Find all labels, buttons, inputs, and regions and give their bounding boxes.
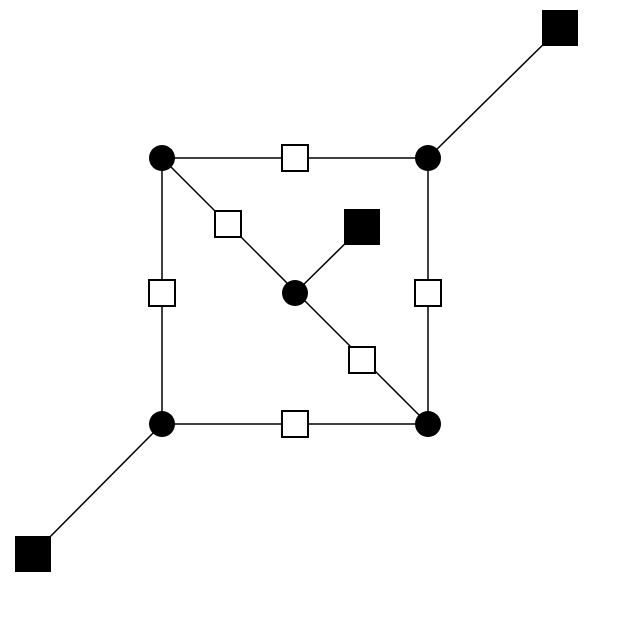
variable-node-icon [149, 411, 175, 437]
factor-filled-node-icon [542, 10, 578, 46]
factor-filled-node-icon [15, 536, 51, 572]
factor-open-node-icon [149, 280, 175, 306]
variable-node-icon [149, 145, 175, 171]
network-diagram [0, 0, 621, 623]
diagram-background [0, 0, 621, 623]
factor-open-node-icon [215, 211, 241, 237]
factor-open-node-icon [282, 145, 308, 171]
factor-filled-node-icon [344, 209, 380, 245]
variable-node-icon [415, 411, 441, 437]
factor-open-node-icon [349, 347, 375, 373]
variable-node-icon [415, 145, 441, 171]
variable-node-icon [282, 280, 308, 306]
factor-open-node-icon [415, 280, 441, 306]
factor-open-node-icon [282, 411, 308, 437]
